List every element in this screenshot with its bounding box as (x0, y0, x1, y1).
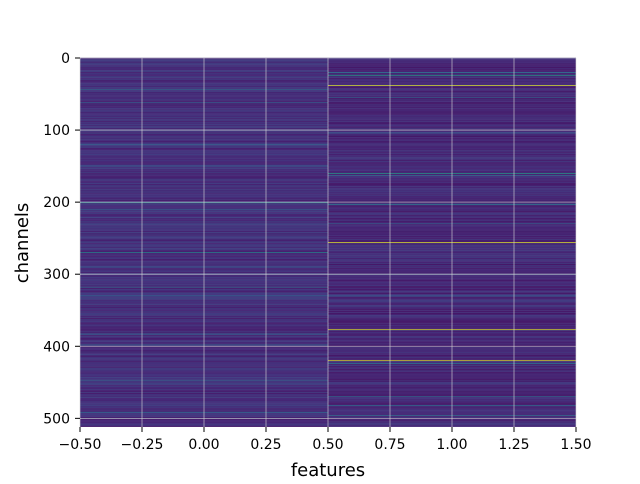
y-tick-label: 100 (43, 123, 70, 139)
x-tick-label: 1.00 (436, 437, 467, 453)
x-tick-label: 0.75 (374, 437, 405, 453)
x-tick-label: 0.25 (250, 437, 281, 453)
y-tick-label: 400 (43, 339, 70, 355)
y-tick-label: 0 (61, 51, 70, 67)
y-tick-label: 300 (43, 267, 70, 283)
x-tick-label: 0.50 (312, 437, 343, 453)
y-tick-label: 200 (43, 195, 70, 211)
x-axis-ticks: −0.50 −0.25 0.00 0.25 0.50 0.75 1.00 1.25 1.50 (59, 427, 592, 453)
x-tick-label: 1.25 (498, 437, 529, 453)
y-tick-label: 500 (43, 411, 70, 427)
x-tick-label: 0.00 (188, 437, 219, 453)
x-tick-label: −0.50 (59, 437, 102, 453)
y-axis-ticks: 0 100 200 300 400 500 (43, 51, 80, 427)
x-tick-label: 1.50 (560, 437, 591, 453)
x-tick-label: −0.25 (121, 437, 164, 453)
x-axis-label: features (291, 460, 365, 480)
grid-lines (79, 57, 577, 427)
y-axis-label: channels (12, 203, 33, 284)
